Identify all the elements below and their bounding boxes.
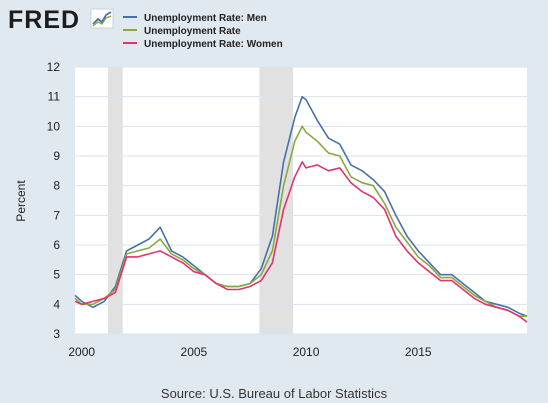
x-tick-label-2015: 2015 bbox=[405, 345, 432, 359]
x-tick-label-2005: 2005 bbox=[181, 345, 208, 359]
series-lines bbox=[74, 95, 528, 323]
legend-item-men: Unemployment Rate: Men bbox=[123, 13, 267, 24]
legend-label: Unemployment Rate: Women bbox=[144, 39, 283, 50]
fred-logo[interactable]: FRED bbox=[8, 6, 114, 34]
legend: Unemployment Rate: Men Unemployment Rate U… bbox=[123, 13, 283, 50]
y-tick-label-9: 9 bbox=[53, 149, 60, 163]
x-axis-ticks: 2000 2005 2010 2015 bbox=[68, 345, 431, 359]
y-tick-label-6: 6 bbox=[53, 238, 60, 252]
y-tick-label-8: 8 bbox=[53, 179, 60, 193]
y-axis-title: Percent bbox=[14, 180, 28, 222]
fred-logo-text: FRED bbox=[8, 6, 80, 34]
series-women-line bbox=[74, 161, 528, 323]
y-tick-label-11: 11 bbox=[48, 90, 61, 104]
x-tick-label-2000: 2000 bbox=[68, 345, 95, 359]
plot-area bbox=[75, 67, 527, 334]
y-tick-label-4: 4 bbox=[53, 297, 60, 311]
recession-band-2 bbox=[259, 67, 294, 334]
legend-item-total: Unemployment Rate bbox=[123, 26, 241, 37]
series-total-line bbox=[74, 125, 527, 318]
legend-item-women: Unemployment Rate: Women bbox=[123, 39, 283, 50]
y-axis-ticks: 3 4 5 6 7 8 9 10 11 12 bbox=[47, 60, 61, 341]
y-tick-label-7: 7 bbox=[53, 208, 60, 222]
y-tick-label-5: 5 bbox=[53, 268, 60, 282]
fred-logo-graph-icon bbox=[90, 8, 114, 29]
x-tick-label-2010: 2010 bbox=[293, 345, 320, 359]
legend-label: Unemployment Rate bbox=[144, 26, 241, 37]
y-tick-label-10: 10 bbox=[47, 119, 61, 133]
y-tick-label-12: 12 bbox=[47, 60, 61, 74]
legend-label: Unemployment Rate: Men bbox=[144, 13, 267, 24]
recession-band-1 bbox=[107, 67, 123, 334]
y-tick-label-3: 3 bbox=[53, 327, 60, 341]
source-note: Source: U.S. Bureau of Labor Statistics bbox=[161, 386, 388, 401]
series-men-line bbox=[74, 95, 528, 317]
